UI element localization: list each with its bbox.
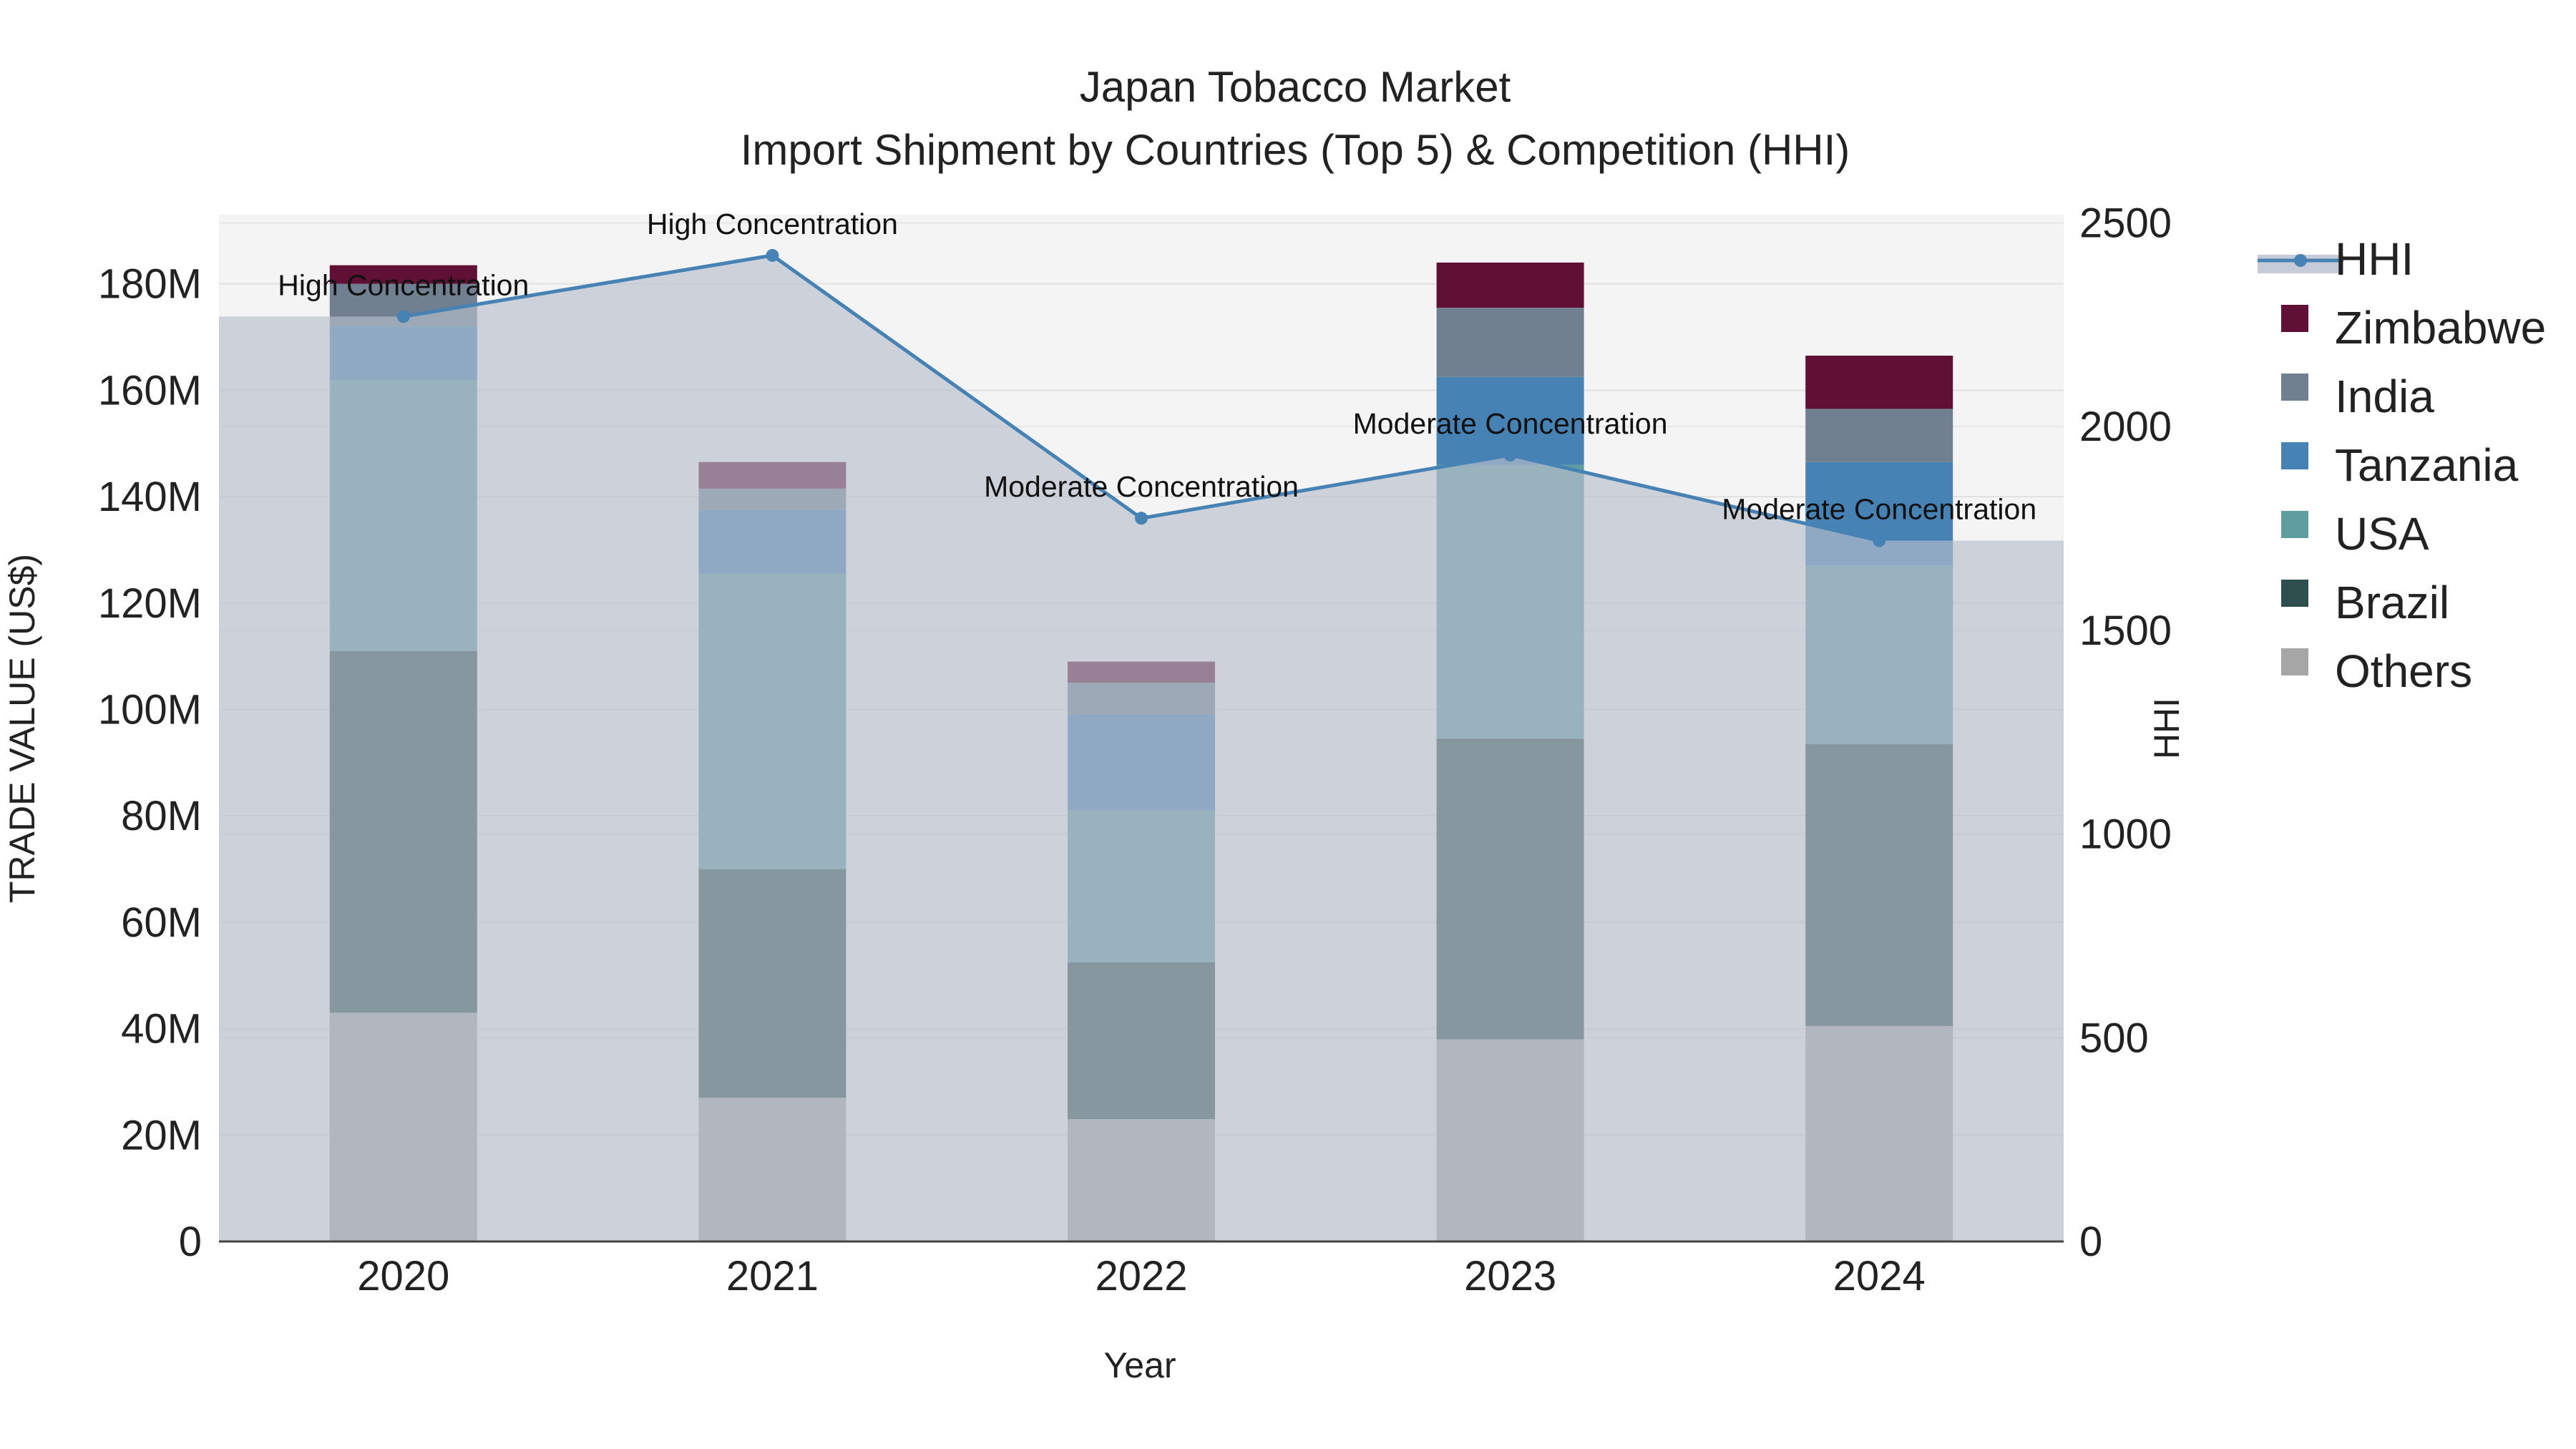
hhi-point xyxy=(1873,534,1886,547)
legend-swatch xyxy=(2281,305,2308,332)
x-tick-label: 2022 xyxy=(1095,1253,1187,1299)
y2-tick-label: 500 xyxy=(2079,1015,2149,1061)
y-axis-ticks: 0 20M 40M 60M 80M 100M 120M 140M 160M 180M xyxy=(98,261,202,1265)
y-tick-label: 180M xyxy=(98,261,202,308)
y2-tick-label: 2500 xyxy=(2079,200,2172,246)
hhi-area-fill xyxy=(219,255,2064,1241)
legend-item-brazil: Brazil xyxy=(2281,577,2449,628)
y-tick-label: 60M xyxy=(121,899,202,946)
legend-swatch xyxy=(2281,648,2308,675)
legend-label: Tanzania xyxy=(2335,439,2519,491)
y-axis-title: TRADE VALUE (US$) xyxy=(2,554,42,903)
y2-tick-label: 2000 xyxy=(2079,404,2172,450)
legend-swatch-marker xyxy=(2294,254,2307,267)
legend-label: Zimbabwe xyxy=(2335,302,2546,353)
y2-tick-label: 1500 xyxy=(2079,608,2172,654)
hhi-annotation: High Concentration xyxy=(278,268,529,301)
chart-title: Japan Tobacco Market xyxy=(1080,63,1511,111)
y-tick-label: 160M xyxy=(98,367,202,414)
legend-swatch xyxy=(2281,511,2308,538)
hhi-annotation: High Concentration xyxy=(647,208,898,240)
legend-swatch xyxy=(2281,374,2308,401)
hhi-point xyxy=(1135,512,1148,525)
legend-item-india: India xyxy=(2281,371,2434,422)
x-tick-label: 2024 xyxy=(1833,1253,1926,1299)
legend-label: Brazil xyxy=(2335,577,2449,628)
legend-label: India xyxy=(2335,371,2434,422)
hhi-annotations: High Concentration High Concentration Mode… xyxy=(278,208,2036,526)
y-tick-label: 40M xyxy=(121,1006,202,1053)
legend-label: Others xyxy=(2335,645,2472,697)
y-tick-label: 80M xyxy=(121,793,202,839)
y-tick-label: 100M xyxy=(98,686,202,733)
y2-tick-label: 1000 xyxy=(2079,811,2172,858)
legend-label: USA xyxy=(2335,508,2429,560)
y-tick-label: 140M xyxy=(98,474,202,520)
legend-item-usa: USA xyxy=(2281,508,2429,560)
legend-item-others: Others xyxy=(2281,645,2472,697)
x-tick-label: 2023 xyxy=(1464,1253,1556,1299)
bar-india xyxy=(1436,308,1584,377)
hhi-point xyxy=(1503,448,1517,462)
x-tick-label: 2021 xyxy=(726,1253,819,1299)
bar-zimbabwe xyxy=(1436,262,1584,308)
legend-label: HHI xyxy=(2335,233,2414,285)
legend: HHI Zimbabwe India Tanzania USA Brazil Others xyxy=(2258,233,2546,697)
x-axis-ticks: 2020 2021 2022 2023 2024 xyxy=(357,1253,1925,1299)
hhi-line xyxy=(396,248,1886,547)
bar-india xyxy=(1805,409,1953,462)
x-axis-title: Year xyxy=(1103,1345,1176,1385)
hhi-point xyxy=(766,248,779,262)
y-tick-label: 120M xyxy=(98,580,202,627)
y2-axis-title: HHI xyxy=(2147,698,2187,759)
chart-subtitle: Import Shipment by Countries (Top 5) & C… xyxy=(741,126,1850,174)
y2-axis-ticks: 0 500 1000 1500 2000 2500 xyxy=(2079,200,2172,1265)
legend-item-tanzania: Tanzania xyxy=(2281,439,2519,491)
y-tick-label: 0 xyxy=(179,1219,202,1265)
legend-swatch xyxy=(2281,442,2308,469)
hhi-area xyxy=(219,255,2064,1241)
hhi-annotation: Moderate Concentration xyxy=(1722,493,2036,526)
bar-zimbabwe xyxy=(1805,356,1953,409)
y-tick-label: 20M xyxy=(121,1112,202,1158)
legend-item-zimbabwe: Zimbabwe xyxy=(2281,302,2546,353)
y2-tick-label: 0 xyxy=(2079,1219,2102,1265)
bar-zimbabwe xyxy=(329,265,477,284)
x-tick-label: 2020 xyxy=(357,1253,449,1299)
hhi-annotation: Moderate Concentration xyxy=(984,470,1299,503)
hhi-point xyxy=(396,310,410,323)
hhi-annotation: Moderate Concentration xyxy=(1353,407,1668,440)
legend-item-hhi: HHI xyxy=(2258,233,2414,285)
legend-swatch xyxy=(2281,580,2308,607)
